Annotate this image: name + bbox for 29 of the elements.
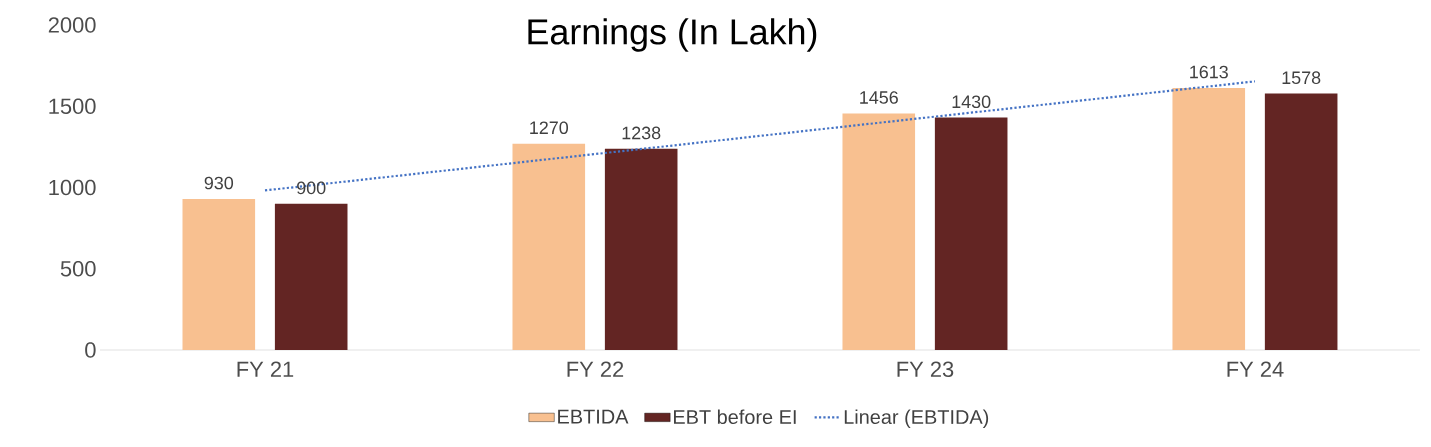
legend-label: EBT before EI [674,409,796,425]
legend-label: EBTIDA [558,409,629,424]
bar [512,143,586,350]
x-tick-label: FY 23 [897,361,954,378]
y-tick-label: 500 [60,260,96,277]
data-label: 1613 [1190,65,1228,79]
chart-title: Earnings (In Lakh) [528,18,817,52]
x-tick-label: FY 21 [237,361,294,377]
data-label: 900 [297,181,326,195]
x-tick-label: FY 22 [567,361,624,377]
data-label: 1430 [952,95,991,109]
bar [182,198,256,350]
y-tick-label: 0 [85,342,96,358]
data-label: 1238 [622,126,661,140]
data-label: 930 [204,176,234,190]
bar [842,113,916,350]
x-tick-label: FY 24 [1227,361,1284,377]
bar [1172,87,1246,350]
bar [934,117,1008,350]
data-label: 1578 [1282,71,1321,85]
data-label: 1456 [860,91,898,104]
bar [274,203,348,350]
bar [604,148,678,350]
bar [1264,93,1338,350]
y-tick-label: 1000 [49,179,96,196]
data-label: 1270 [530,121,569,135]
y-tick-label: 2000 [48,17,96,33]
legend-label: Linear (EBTIDA) [844,409,989,428]
y-tick-label: 1500 [49,98,96,115]
